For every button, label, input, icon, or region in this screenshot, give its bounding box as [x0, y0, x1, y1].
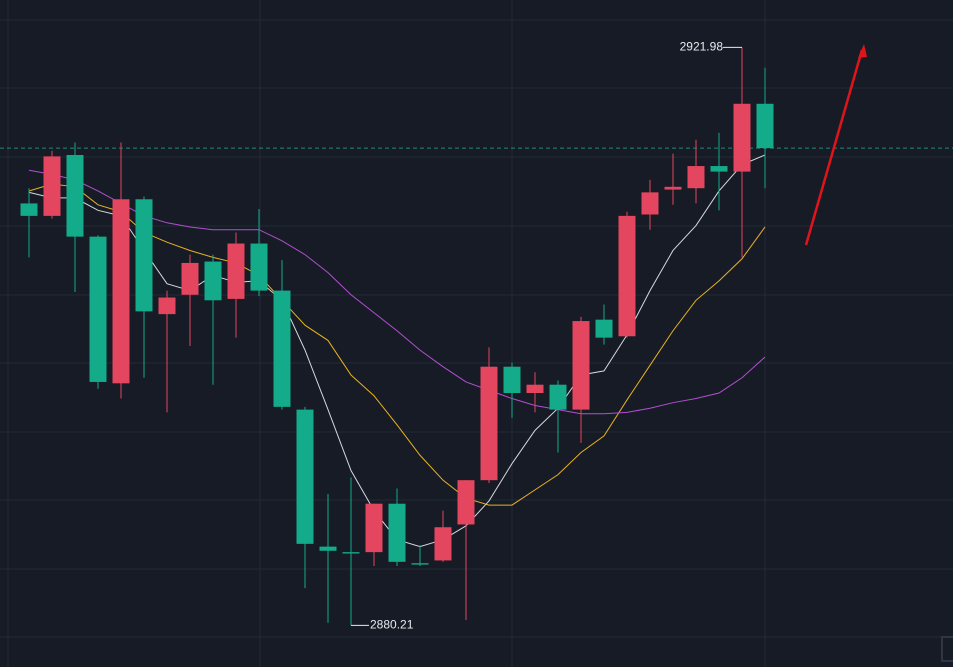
candle-body [388, 503, 406, 562]
candle-body [710, 166, 728, 172]
low-label: 2880.21 [370, 618, 414, 632]
candle-body [457, 480, 475, 525]
candle-body [365, 503, 383, 553]
candle-body [664, 186, 682, 190]
candle-body [503, 366, 521, 394]
candle-body [66, 154, 84, 237]
candle-body [342, 552, 360, 554]
candle-body [250, 243, 268, 291]
candle-body [181, 262, 199, 295]
candle-body [526, 384, 544, 394]
candle-body [756, 103, 774, 149]
candle-body [204, 261, 222, 301]
candle-body [687, 166, 705, 189]
candle-body [733, 103, 751, 172]
candle-body [20, 203, 38, 216]
candle-body [480, 366, 498, 481]
candle-body [549, 384, 567, 410]
plot-area: 2921.98 2880.21 [0, 39, 953, 632]
candle-body [434, 527, 452, 561]
candle-body [411, 563, 429, 565]
candle-body [43, 156, 61, 216]
candle-body [273, 290, 291, 407]
candle-body [319, 546, 337, 551]
corner-icon [941, 636, 953, 662]
arrow-head [858, 44, 867, 58]
candle-body [227, 243, 245, 299]
candle-body [158, 297, 176, 315]
candle-body [641, 192, 659, 215]
candle-body [89, 236, 107, 382]
candle-body [618, 215, 636, 337]
candle-body [296, 409, 314, 544]
candle-body [135, 199, 153, 312]
high-label: 2921.98 [680, 39, 724, 53]
candle-body [595, 319, 613, 338]
candle-body [112, 199, 130, 384]
candle-body [572, 321, 590, 410]
trend-arrow [804, 49, 864, 246]
